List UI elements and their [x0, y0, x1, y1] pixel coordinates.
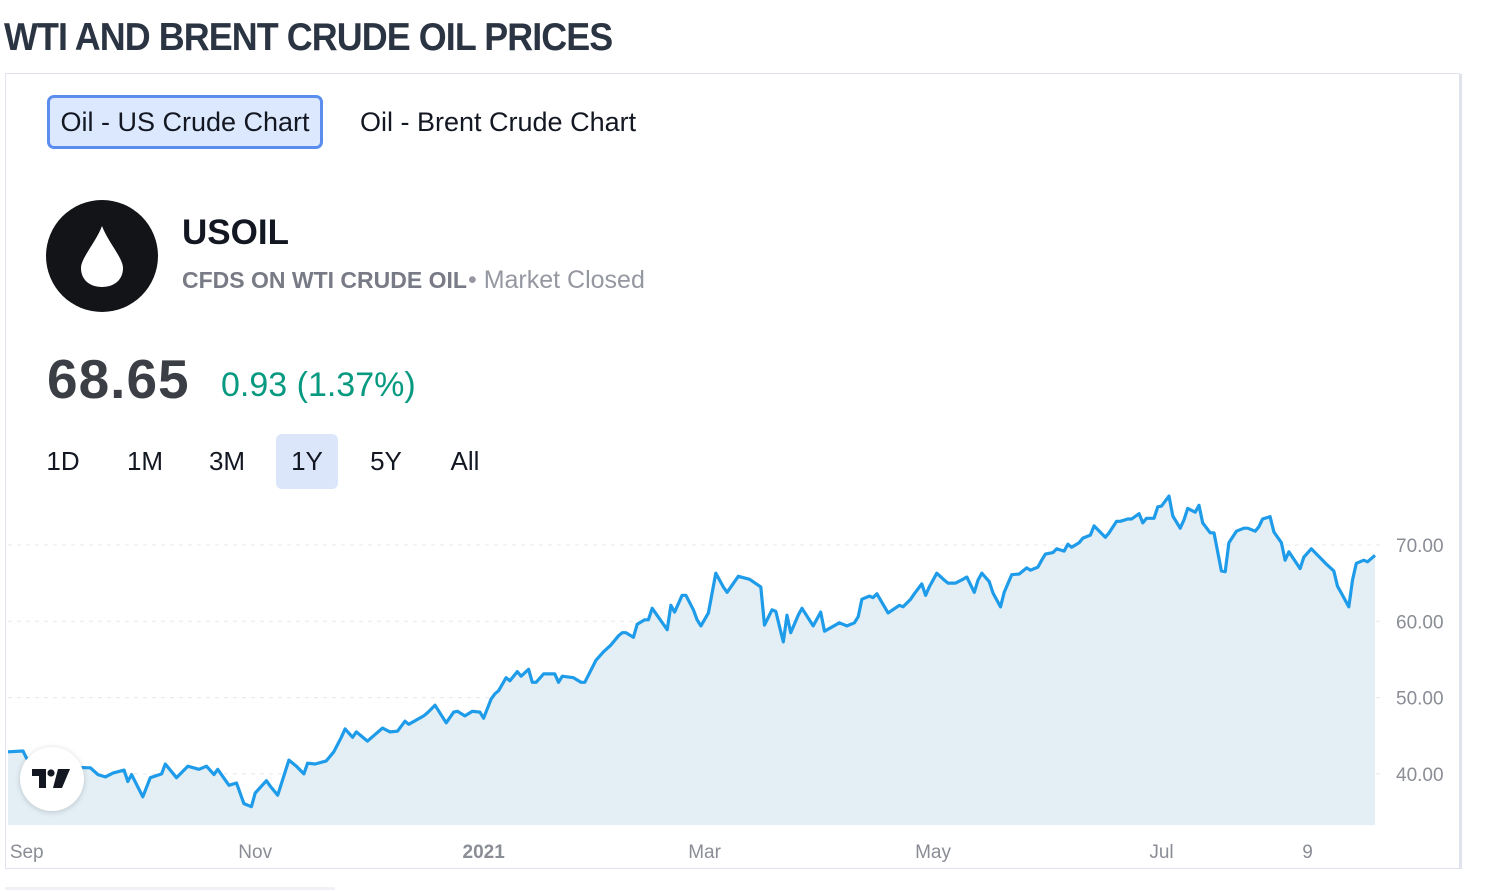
range-all-button[interactable]: All	[450, 446, 480, 476]
range-5y-button[interactable]: 5Y	[370, 446, 402, 476]
x-tick-label: Jul	[1149, 842, 1173, 863]
range-3m-button[interactable]: 3M	[208, 446, 246, 476]
y-tick-label: 60.00	[1396, 612, 1444, 633]
y-tick-label: 50.00	[1396, 689, 1444, 710]
y-tick-label: 70.00	[1396, 536, 1444, 557]
y-tick-label: 40.00	[1396, 765, 1444, 786]
price-line	[7, 494, 1377, 809]
symbol-name[interactable]: USOIL	[182, 213, 289, 252]
oil-drop-icon	[46, 200, 158, 312]
x-tick-label: Nov	[238, 842, 272, 863]
range-1y-button[interactable]: 1Y	[276, 434, 338, 489]
x-tick-label: 2021	[463, 842, 506, 863]
x-tick-label: Sep	[10, 842, 44, 863]
chart-widget	[5, 73, 1460, 869]
range-1m-button[interactable]: 1M	[126, 446, 164, 476]
x-tick-label: 9	[1302, 842, 1313, 863]
tab-us-crude-chart[interactable]: Oil - US Crude Chart	[47, 95, 323, 149]
page-title: WTI AND BRENT CRUDE OIL PRICES	[4, 16, 613, 59]
x-tick-label: Mar	[688, 842, 721, 863]
x-tick-label: May	[915, 842, 951, 863]
tab-brent-crude-chart[interactable]: Oil - Brent Crude Chart	[360, 107, 637, 137]
tradingview-logo-icon[interactable]	[20, 747, 84, 811]
market-status: • Market Closed	[468, 266, 645, 294]
price-area-fill	[8, 496, 1375, 825]
range-1d-button[interactable]: 1D	[46, 446, 80, 476]
symbol-description: CFDS ON WTI CRUDE OIL	[182, 267, 467, 293]
last-price: 68.65	[47, 348, 190, 410]
price-change: 0.93 (1.37%)	[221, 366, 416, 404]
divider	[5, 887, 335, 890]
